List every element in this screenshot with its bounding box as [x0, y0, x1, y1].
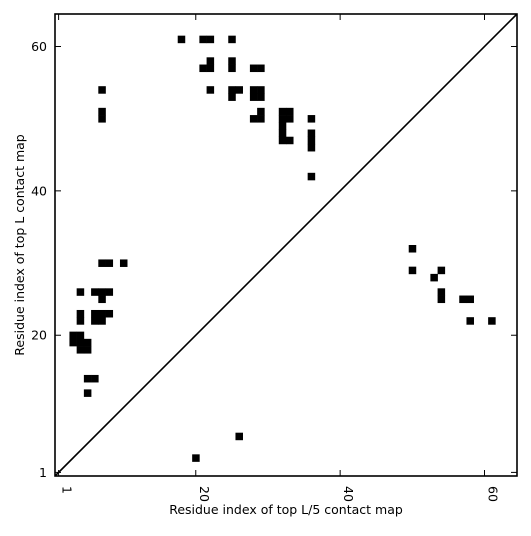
contact-cell-top-l: [199, 35, 207, 44]
contact-cell-top-l5: [235, 432, 243, 441]
contact-cell-top-l: [249, 64, 258, 73]
contact-cell-top-l5: [105, 309, 114, 318]
contact-cell-top-l: [286, 136, 294, 145]
contact-cell-top-l: [257, 115, 265, 123]
contact-cell-top-l5: [437, 288, 446, 296]
contact-cell-top-l5: [408, 266, 417, 275]
y-tick-label: 60: [31, 39, 47, 54]
contact-cell-top-l: [278, 107, 287, 116]
x-tick-label: 60: [486, 486, 501, 502]
contact-cell-top-l: [307, 115, 316, 123]
contact-cell-top-l5: [91, 374, 99, 383]
x-tick-label: 1: [60, 486, 75, 494]
contact-cell-top-l5: [119, 259, 128, 267]
contact-cell-top-l5: [76, 317, 85, 325]
axis-ticks: 1 20 40 60 1 20 40 60: [31, 14, 517, 502]
contact-cell-top-l5: [76, 346, 85, 354]
y-tick-label: 1: [39, 465, 47, 480]
x-tick-label: 40: [341, 486, 356, 502]
contact-cell-top-l: [98, 86, 106, 94]
contact-cell-top-l: [228, 57, 236, 65]
x-axis-label: Residue index of top L/5 contact map: [169, 502, 403, 517]
contact-cell-top-l5: [466, 295, 474, 304]
contact-cell-top-l: [307, 129, 316, 138]
contact-cell-top-l: [278, 122, 287, 130]
contact-cell-top-l: [206, 35, 215, 44]
contact-cell-top-l5: [83, 374, 92, 383]
y-tick-label: 40: [31, 183, 47, 198]
contact-cell-top-l5: [76, 288, 85, 296]
contact-cell-top-l5: [69, 331, 77, 340]
contact-cell-top-l5: [488, 317, 496, 325]
contact-cell-top-l5: [98, 295, 106, 304]
contact-cell-top-l: [206, 57, 215, 65]
contact-cell-top-l: [286, 115, 294, 123]
contact-cell-top-l5: [466, 317, 474, 325]
contact-cell-top-l: [206, 86, 215, 94]
y-axis-label: Residue index of top L contact map: [12, 134, 27, 355]
contact-cell-top-l: [177, 35, 186, 44]
contact-cell-top-l: [235, 86, 243, 94]
contact-cell-top-l: [257, 64, 265, 73]
contact-cell-top-l5: [105, 288, 114, 296]
contact-cell-top-l5: [437, 295, 446, 304]
y-tick-label: 20: [31, 328, 47, 343]
contact-cell-top-l: [286, 107, 294, 116]
contact-cell-top-l5: [91, 317, 99, 325]
contact-cell-top-l: [98, 115, 106, 123]
contact-cell-top-l: [257, 93, 265, 101]
contact-cell-top-l5: [76, 338, 85, 347]
contact-cell-top-l5: [83, 338, 92, 347]
contact-cell-top-l: [199, 64, 207, 73]
contact-cell-top-l: [257, 107, 265, 116]
contact-cell-top-l5: [105, 259, 114, 267]
contact-cell-top-l5: [91, 309, 99, 318]
contact-cell-top-l: [228, 93, 236, 101]
contact-cell-top-l5: [192, 454, 200, 462]
contact-cell-top-l: [257, 86, 265, 94]
contact-cell-top-l: [307, 136, 316, 145]
contact-cell-top-l: [249, 115, 258, 123]
contact-cell-top-l5: [76, 309, 85, 318]
contact-cell-top-l5: [91, 288, 99, 296]
contact-cell-top-l5: [459, 295, 467, 304]
contact-cell-top-l: [228, 64, 236, 73]
diagonal-line: [54, 13, 518, 477]
contact-cell-top-l: [249, 86, 258, 94]
contact-cell-top-l5: [437, 266, 446, 275]
contact-cell-top-l5: [98, 288, 106, 296]
contact-cell-top-l: [278, 136, 287, 145]
contact-cells: [69, 35, 496, 462]
contact-cell-top-l5: [408, 245, 417, 253]
contact-cell-top-l5: [76, 331, 85, 340]
contact-cell-top-l5: [430, 273, 438, 282]
contact-cell-top-l: [98, 107, 106, 116]
contact-cell-top-l: [278, 129, 287, 138]
plot-frame: [54, 13, 518, 477]
contact-cell-top-l: [249, 93, 258, 101]
contact-cell-top-l: [228, 86, 236, 94]
contact-cell-top-l: [307, 143, 316, 152]
contact-cell-top-l: [307, 172, 316, 181]
contact-cell-top-l5: [98, 309, 106, 318]
contact-cell-top-l: [278, 115, 287, 123]
contact-cell-top-l5: [98, 259, 106, 267]
contact-cell-top-l5: [69, 338, 77, 347]
contact-cell-top-l5: [83, 346, 92, 354]
contact-cell-top-l5: [98, 317, 106, 325]
contact-cell-top-l: [206, 64, 215, 73]
contact-cell-top-l5: [83, 389, 92, 397]
x-tick-label: 20: [197, 486, 212, 502]
contact-cell-top-l: [228, 35, 236, 44]
